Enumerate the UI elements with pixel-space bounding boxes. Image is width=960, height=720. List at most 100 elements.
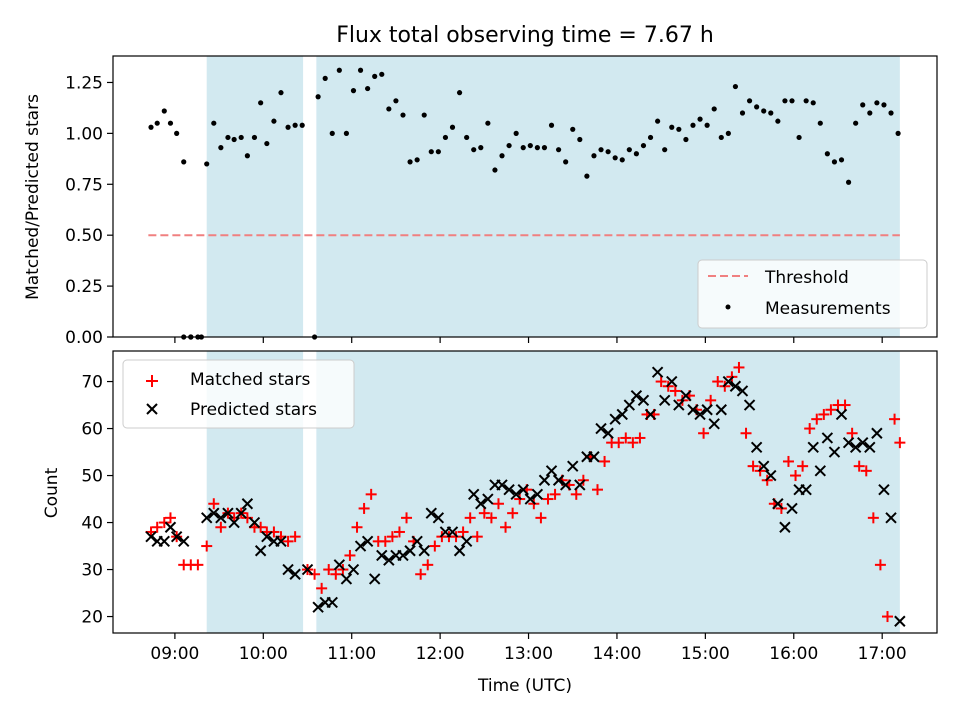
predicted-marker: [222, 507, 234, 519]
predicted-marker: [623, 399, 636, 411]
matched-marker: [860, 465, 872, 477]
matched-marker: [500, 521, 512, 533]
measurement-point: [655, 118, 661, 124]
bottom-ytick-label-4: 60: [81, 420, 103, 440]
measurement-point: [548, 122, 555, 128]
top-ytick-label-0: 0.00: [65, 328, 103, 348]
measurement-point: [372, 73, 378, 79]
predicted-marker: [864, 441, 876, 454]
measurement-point: [435, 149, 441, 155]
measurement-point: [718, 134, 724, 141]
predicted-marker: [722, 375, 735, 388]
matched-marker: [620, 432, 632, 444]
predicted-marker: [282, 563, 294, 576]
top-ytick-label-1: 0.25: [65, 277, 103, 297]
matched-marker: [747, 460, 759, 472]
predicted-marker: [666, 375, 678, 388]
matched-marker: [599, 455, 611, 467]
matched-marker: [351, 521, 363, 533]
measurement-point: [704, 122, 710, 128]
predicted-marker: [170, 530, 183, 543]
matched-marker: [782, 455, 794, 467]
matched-marker: [201, 540, 213, 552]
measurement-point: [824, 151, 830, 157]
measurement-point: [456, 90, 463, 96]
matched-marker: [164, 512, 176, 524]
measurement-point: [725, 130, 731, 136]
matched-marker: [478, 507, 490, 519]
matched-marker: [507, 507, 519, 519]
bottom-xtick-label-0: 09:00: [150, 644, 199, 664]
measurement-point: [449, 124, 456, 130]
matched-marker: [215, 521, 227, 533]
matched-marker: [379, 535, 391, 547]
measurement-point: [647, 134, 654, 141]
matched-marker: [627, 437, 639, 449]
bottom-xtick-label-8: 17:00: [858, 644, 907, 664]
measurement-point: [640, 142, 647, 149]
bottom-xtick-label-5: 14:00: [592, 644, 641, 664]
measurement-point: [485, 120, 491, 126]
predicted-marker: [164, 521, 177, 533]
predicted-marker: [687, 404, 699, 416]
measurement-point: [563, 159, 569, 165]
predicted-marker: [326, 596, 338, 609]
matched-marker: [323, 564, 335, 576]
bottom-xtick-label-4: 13:00: [504, 644, 553, 664]
matched-marker: [570, 488, 582, 500]
measurement-point: [492, 167, 498, 173]
predicted-markers: [145, 366, 906, 627]
predicted-marker: [701, 404, 713, 416]
predicted-marker: [680, 389, 692, 402]
predicted-marker: [201, 512, 213, 524]
matched-marker: [158, 517, 170, 529]
measurement-point: [633, 151, 639, 157]
measurement-point: [393, 98, 399, 104]
measurement-point: [520, 145, 526, 151]
measurement-point: [336, 67, 342, 73]
measurement-point: [669, 124, 675, 130]
measurement-point: [264, 140, 270, 147]
predicted-marker: [254, 545, 267, 557]
matched-marker: [457, 526, 469, 538]
matched-marker: [839, 399, 851, 411]
bottom-xtick-label-2: 11:00: [327, 644, 376, 664]
predicted-marker: [376, 549, 388, 562]
predicted-marker: [404, 545, 416, 557]
predicted-marker: [397, 549, 409, 562]
measurement-point: [365, 85, 371, 92]
measurement-point: [154, 120, 160, 126]
matched-marker: [316, 582, 328, 594]
matched-marker: [894, 437, 906, 449]
matched-marker: [401, 512, 413, 524]
predicted-marker: [849, 441, 862, 454]
measurement-point: [231, 136, 237, 143]
matched-marker: [429, 540, 441, 552]
measurement-point: [555, 147, 562, 153]
measurement-point: [499, 153, 505, 159]
measurement-point: [174, 130, 180, 136]
matched-marker: [669, 385, 681, 397]
measurement-point: [271, 118, 277, 124]
predicted-marker: [545, 465, 558, 477]
measurement-point: [584, 173, 590, 179]
bottom-band-1: [316, 351, 900, 633]
predicted-marker: [383, 554, 395, 566]
matched-marker: [881, 611, 893, 623]
measurement-point: [831, 159, 838, 165]
predicted-marker: [729, 380, 742, 392]
predicted-marker: [609, 413, 621, 425]
matched-marker: [151, 521, 163, 533]
measurement-point: [167, 120, 174, 126]
matched-marker: [358, 502, 370, 514]
predicted-marker: [574, 479, 586, 491]
measurement-point: [329, 130, 335, 136]
predicted-marker: [814, 465, 827, 477]
matched-marker: [797, 460, 809, 472]
matched-legend-swatch: [146, 375, 158, 387]
measurement-point: [506, 142, 512, 149]
predicted-marker: [871, 427, 883, 439]
top-legend-box: [697, 259, 928, 329]
matched-marker: [634, 432, 646, 444]
predicted-marker: [736, 385, 749, 397]
